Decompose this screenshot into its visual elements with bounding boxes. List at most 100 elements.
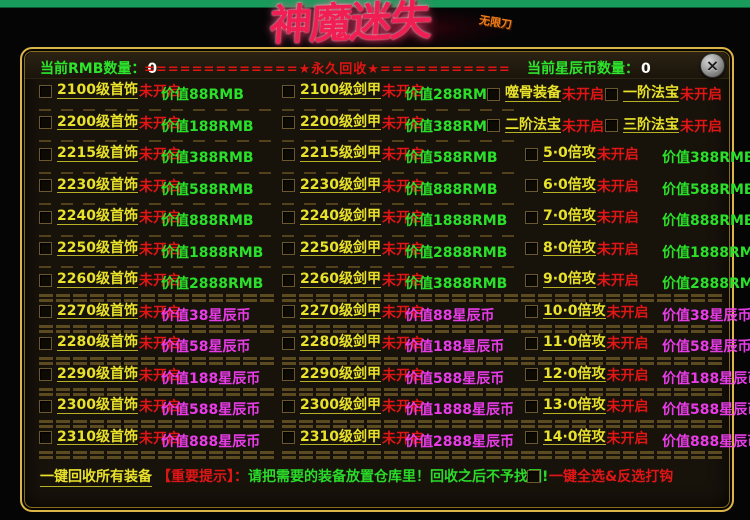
item-checkbox[interactable] xyxy=(525,431,538,444)
item-checkbox[interactable] xyxy=(282,179,295,192)
item-name[interactable]: 6·0倍攻 xyxy=(543,176,596,194)
item-checkbox[interactable] xyxy=(282,399,295,413)
item-checkbox[interactable] xyxy=(525,305,538,318)
item-checkbox[interactable] xyxy=(39,305,52,318)
item-name[interactable]: 2280级首饰 xyxy=(57,334,138,351)
item-name[interactable]: 二阶法宝 xyxy=(505,116,561,134)
item-name[interactable]: 2260级剑甲 xyxy=(300,271,381,288)
close-button[interactable]: × xyxy=(700,53,725,78)
item-name[interactable]: 噬骨装备 xyxy=(505,85,561,102)
item-checkbox[interactable] xyxy=(282,210,295,224)
row-separator xyxy=(282,171,517,174)
item-name[interactable]: 2230级剑甲 xyxy=(300,176,381,194)
column-jewelry: 2100级首饰 未开启 价值88RMB 2200级首饰 未开启 价值188RMB 2215级… xyxy=(39,82,284,460)
select-all-checkbox[interactable] xyxy=(527,469,540,483)
item-name[interactable]: 2250级剑甲 xyxy=(300,239,381,257)
item-name[interactable]: 14·0倍攻 xyxy=(543,428,606,446)
recycle-all-button[interactable]: 一键回收所有装备 xyxy=(40,466,152,487)
item-name[interactable]: 2240级剑甲 xyxy=(300,208,381,225)
item-name[interactable]: 2310级首饰 xyxy=(57,428,138,446)
item-checkbox[interactable] xyxy=(39,210,52,224)
item-checkbox[interactable] xyxy=(282,84,295,98)
item-checkbox[interactable] xyxy=(282,273,295,287)
item-checkbox[interactable] xyxy=(282,305,295,318)
item-checkbox[interactable] xyxy=(282,116,295,129)
item-value: 价值38星辰币 xyxy=(662,307,750,324)
item-name[interactable]: 2270级剑甲 xyxy=(300,302,381,320)
item-name[interactable]: 2215级剑甲 xyxy=(300,145,381,162)
row-separator xyxy=(39,171,276,174)
item-status: 未开启 xyxy=(138,336,181,352)
item-name[interactable]: 2310级剑甲 xyxy=(300,428,381,446)
item-checkbox[interactable] xyxy=(525,273,538,287)
item-checkbox[interactable] xyxy=(525,368,538,381)
item-checkbox[interactable] xyxy=(282,147,295,161)
item-checkbox[interactable] xyxy=(282,431,295,444)
row-separator xyxy=(282,203,517,205)
item-name[interactable]: 13·0倍攻 xyxy=(543,397,606,414)
item-checkbox[interactable] xyxy=(39,368,52,381)
item-name[interactable]: 7·0倍攻 xyxy=(543,208,596,225)
table-row: 2230级剑甲 未开启 价值888RMB xyxy=(282,177,525,209)
item-checkbox[interactable] xyxy=(39,242,52,255)
item-checkbox[interactable] xyxy=(39,399,52,413)
item-name[interactable]: 2215级首饰 xyxy=(57,145,138,162)
item-checkbox[interactable] xyxy=(487,119,500,132)
item-name[interactable]: 2300级首饰 xyxy=(57,397,138,414)
item-name[interactable]: 2300级剑甲 xyxy=(300,397,381,414)
item-name[interactable]: 2280级剑甲 xyxy=(300,334,381,351)
rmb-counter: 当前RMB数量： 0 xyxy=(40,58,157,78)
item-name[interactable]: 2100级首饰 xyxy=(57,82,138,99)
row-separator xyxy=(487,451,722,459)
item-checkbox[interactable] xyxy=(525,179,538,192)
item-checkbox[interactable] xyxy=(525,242,538,255)
table-row: 2230级首饰 未开启 价值588RMB xyxy=(39,177,284,209)
item-name[interactable]: 10·0倍攻 xyxy=(543,302,606,320)
item-checkbox[interactable] xyxy=(605,87,618,101)
item-checkbox[interactable] xyxy=(39,273,52,287)
item-name[interactable]: 11·0倍攻 xyxy=(543,334,606,351)
item-checkbox[interactable] xyxy=(282,368,295,381)
item-checkbox[interactable] xyxy=(525,336,538,350)
item-name[interactable]: 2260级首饰 xyxy=(57,271,138,288)
item-checkbox[interactable] xyxy=(39,84,52,98)
item-status: 未开启 xyxy=(381,241,424,258)
item-name[interactable]: 三阶法宝 xyxy=(623,116,679,134)
item-status: 未开启 xyxy=(596,273,639,289)
item-name[interactable]: 2290级首饰 xyxy=(57,365,138,383)
item-checkbox[interactable] xyxy=(487,87,500,101)
item-value: 价值1888RMB xyxy=(405,213,508,229)
row-separator xyxy=(39,451,276,459)
row-separator xyxy=(39,140,276,142)
item-checkbox[interactable] xyxy=(282,242,295,255)
item-name[interactable]: 2240级首饰 xyxy=(57,208,138,225)
item-name[interactable]: 2230级首饰 xyxy=(57,176,138,194)
item-status: 未开启 xyxy=(138,147,181,163)
item-checkbox[interactable] xyxy=(525,399,538,413)
item-name[interactable]: 2100级剑甲 xyxy=(300,82,381,99)
select-all-label[interactable]: 一键全选&反选打钩 xyxy=(549,469,674,485)
item-name[interactable]: 12·0倍攻 xyxy=(543,365,606,383)
item-checkbox[interactable] xyxy=(525,147,538,161)
item-name[interactable]: 一阶法宝 xyxy=(623,85,679,102)
item-checkbox[interactable] xyxy=(39,116,52,129)
item-checkbox[interactable] xyxy=(39,147,52,161)
row-separator xyxy=(282,108,517,111)
item-value: 价值1888RMB xyxy=(161,244,264,261)
item-name[interactable]: 9·0倍攻 xyxy=(543,271,596,288)
item-checkbox[interactable] xyxy=(39,431,52,444)
item-name[interactable]: 2200级剑甲 xyxy=(300,113,381,131)
item-checkbox[interactable] xyxy=(39,336,52,350)
item-name[interactable]: 2250级首饰 xyxy=(57,239,138,257)
item-name[interactable]: 2290级剑甲 xyxy=(300,365,381,383)
permanent-recycle-banner: =============★永久回收★============= xyxy=(144,62,510,77)
item-name[interactable]: 5·0倍攻 xyxy=(543,145,596,162)
item-checkbox[interactable] xyxy=(282,336,295,350)
item-name[interactable]: 2270级首饰 xyxy=(57,302,138,320)
item-name[interactable]: 8·0倍攻 xyxy=(543,239,596,257)
item-checkbox[interactable] xyxy=(605,119,618,132)
item-name[interactable]: 2200级首饰 xyxy=(57,113,138,131)
item-checkbox[interactable] xyxy=(39,179,52,192)
item-checkbox[interactable] xyxy=(525,210,538,224)
